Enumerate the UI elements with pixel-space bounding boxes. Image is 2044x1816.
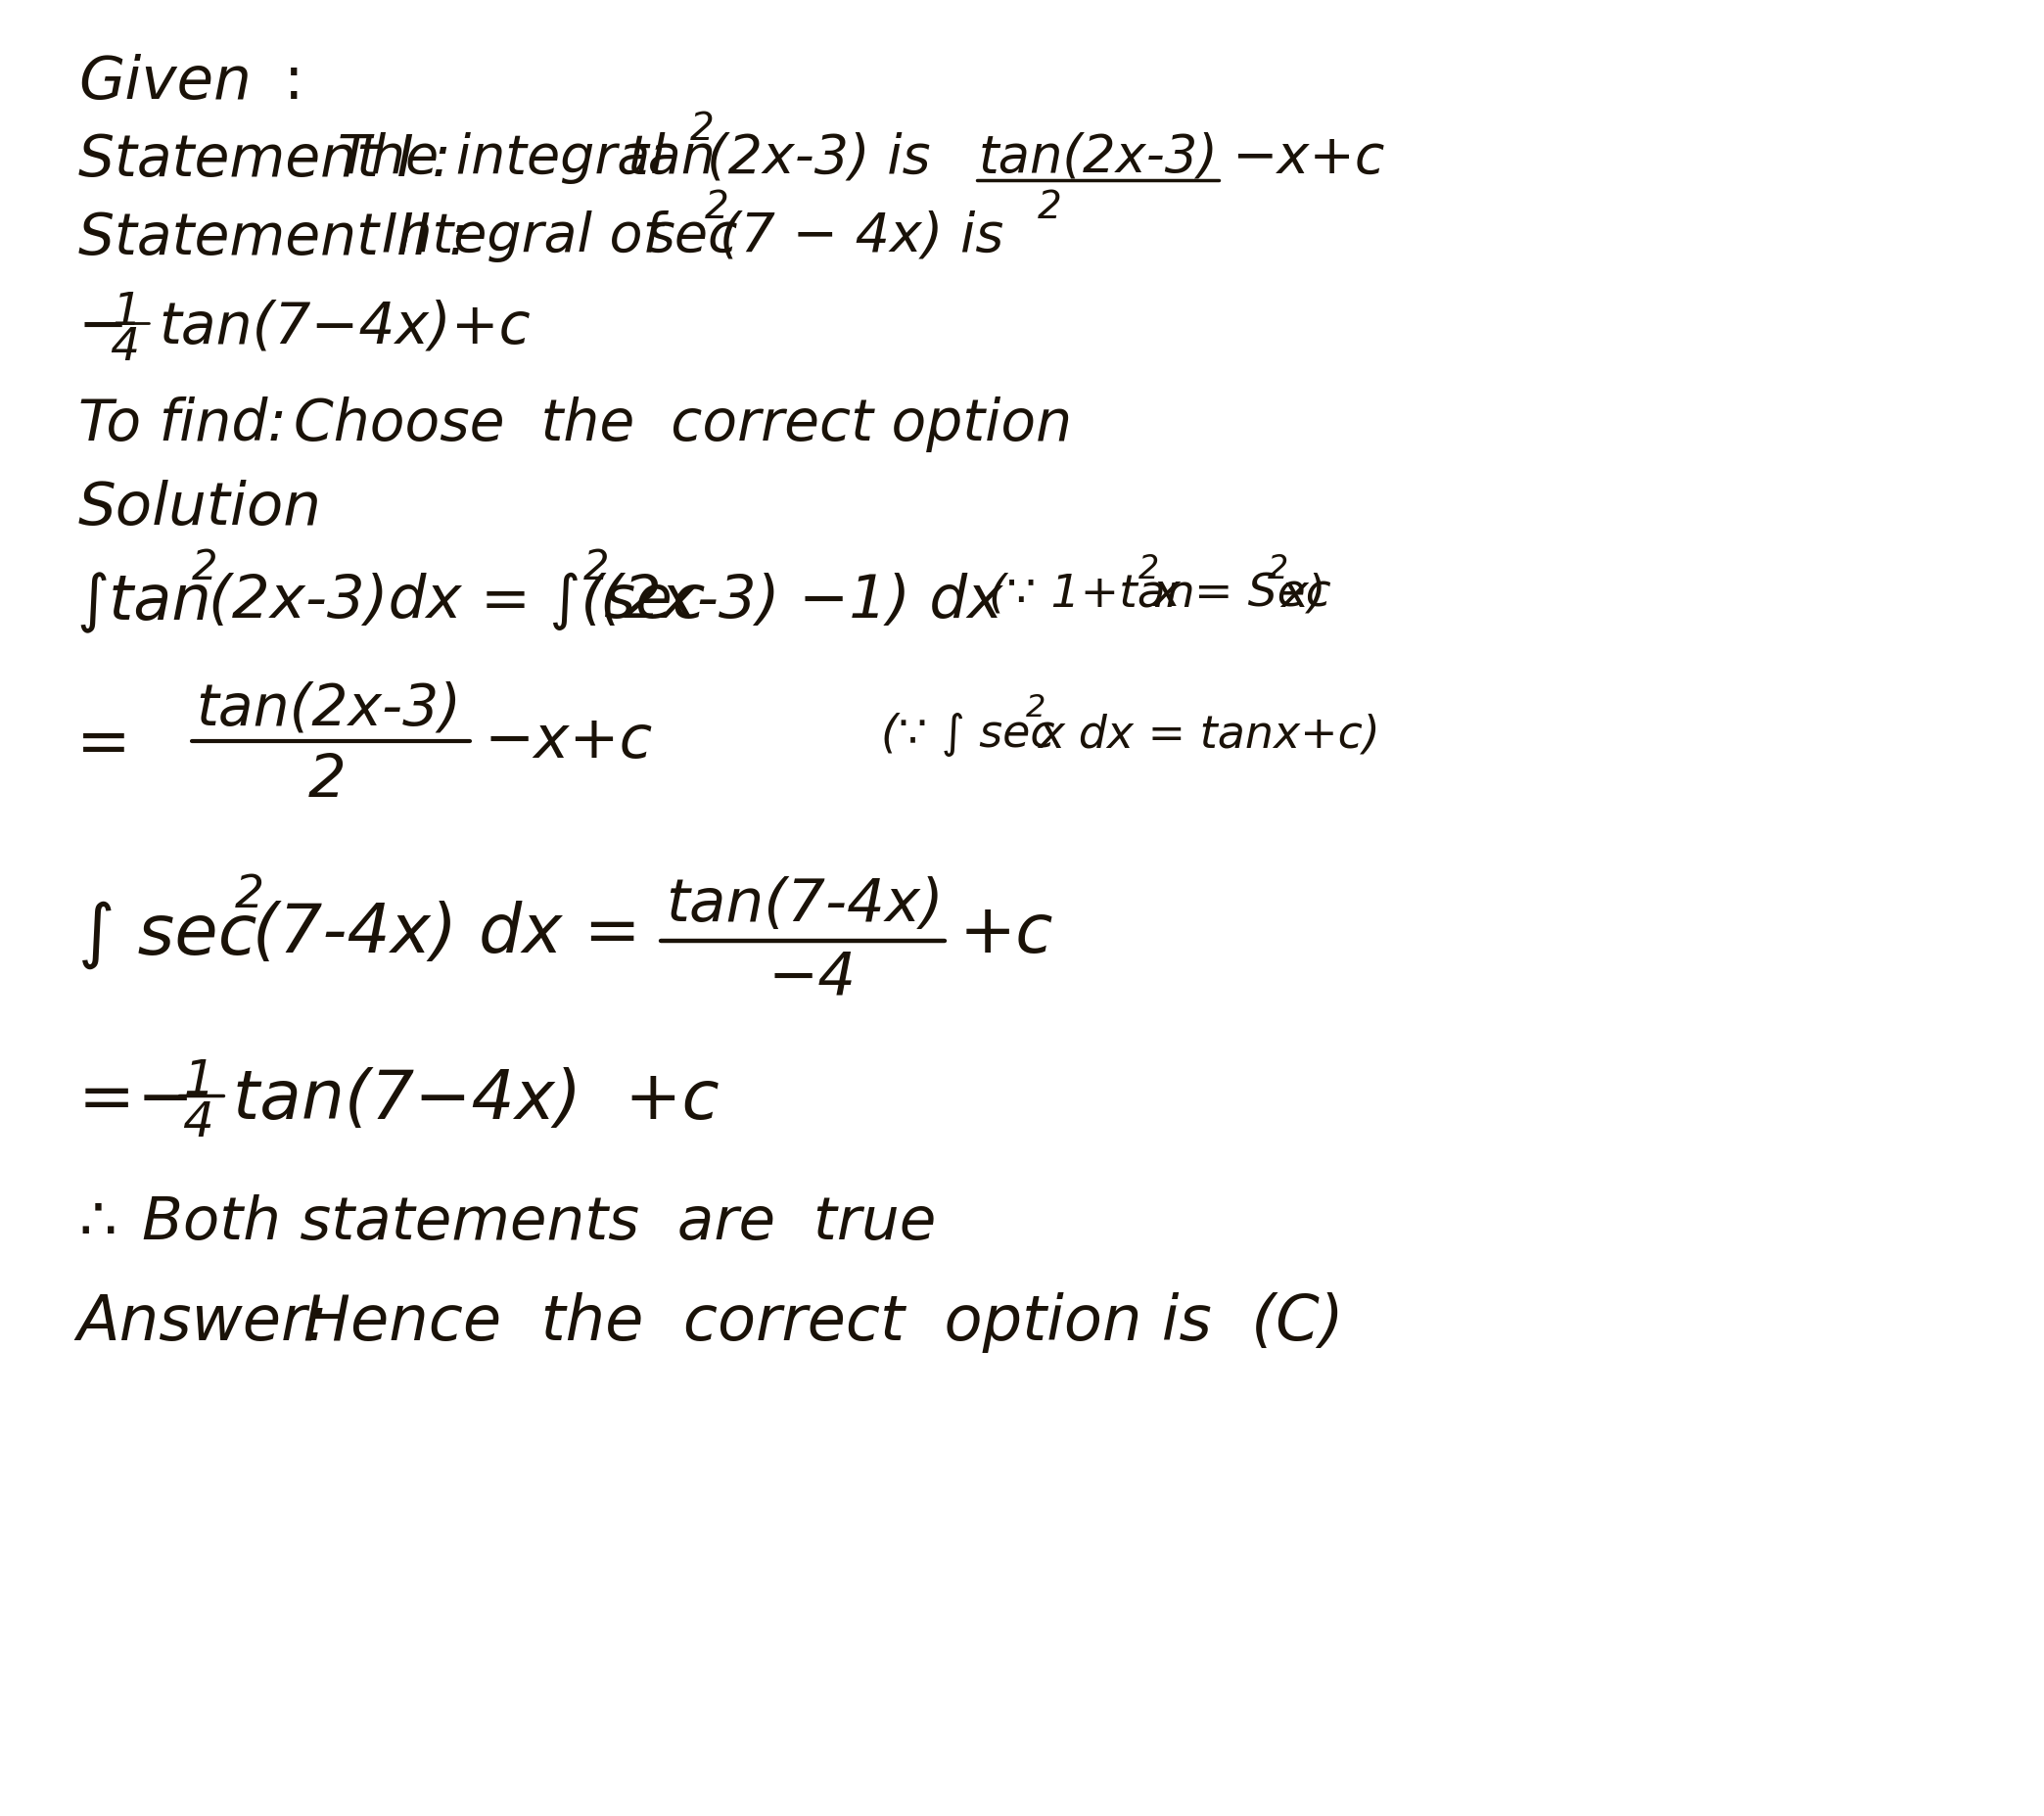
Text: 2: 2 <box>583 547 609 588</box>
Text: tan(7-4x): tan(7-4x) <box>666 875 944 933</box>
Text: 2: 2 <box>1026 692 1047 723</box>
Text: Hence  the  correct  option is  (C): Hence the correct option is (C) <box>303 1291 1343 1353</box>
Text: x dx = tanx+c): x dx = tanx+c) <box>1038 712 1380 755</box>
Text: Answer:: Answer: <box>76 1291 327 1353</box>
Text: 4: 4 <box>182 1099 213 1146</box>
Text: 2: 2 <box>1139 552 1159 585</box>
Text: 2: 2 <box>235 873 264 917</box>
Text: (7 − 4x) is: (7 − 4x) is <box>719 211 1004 262</box>
Text: tan(7−4x)+c: tan(7−4x)+c <box>159 298 529 354</box>
Text: −: − <box>78 298 129 356</box>
Text: tan: tan <box>628 133 715 183</box>
Text: Integral of: Integral of <box>382 211 662 262</box>
Text: (2x-3) is: (2x-3) is <box>707 133 930 183</box>
Text: ∫ sec: ∫ sec <box>78 901 258 968</box>
Text: (2x-3) −1) dx: (2x-3) −1) dx <box>601 572 1004 630</box>
Text: 4: 4 <box>110 325 139 370</box>
Text: Choose  the  correct option: Choose the correct option <box>294 396 1071 452</box>
Text: tan(7−4x)  +c: tan(7−4x) +c <box>233 1066 719 1131</box>
Text: ∫tan: ∫tan <box>76 572 211 634</box>
Text: 2: 2 <box>705 189 730 225</box>
Text: (7-4x) dx =: (7-4x) dx = <box>253 901 642 966</box>
Text: tan(2x-3): tan(2x-3) <box>979 133 1218 183</box>
Text: (∵ ∫ sec: (∵ ∫ sec <box>881 712 1055 755</box>
Text: (2x-3)dx = ∫(sec: (2x-3)dx = ∫(sec <box>208 572 705 630</box>
Text: Solution: Solution <box>78 479 323 538</box>
Text: 1: 1 <box>112 291 143 334</box>
Text: Statement I :: Statement I : <box>78 133 452 187</box>
Text: x): x) <box>1280 572 1327 616</box>
Text: To find:: To find: <box>78 396 286 452</box>
Text: 2: 2 <box>192 547 219 588</box>
Text: 2: 2 <box>691 111 713 147</box>
Text: 2: 2 <box>1267 552 1288 585</box>
Text: Both statements  are  true: Both statements are true <box>141 1193 936 1251</box>
Text: −4: −4 <box>769 950 856 1006</box>
Text: ∴: ∴ <box>78 1193 117 1251</box>
Text: (∵ 1+tan: (∵ 1+tan <box>989 572 1196 616</box>
Text: 1: 1 <box>184 1057 215 1104</box>
Text: The integral: The integral <box>337 133 664 183</box>
Text: sec: sec <box>646 211 738 262</box>
Text: =: = <box>78 1066 135 1131</box>
Text: 2: 2 <box>309 752 345 810</box>
Text: :: : <box>284 54 305 111</box>
Text: −x+c: −x+c <box>484 712 654 770</box>
Text: Statement II :: Statement II : <box>78 211 468 267</box>
Text: −x+c: −x+c <box>1230 133 1384 183</box>
Text: Given: Given <box>78 54 251 111</box>
Text: tan(2x-3): tan(2x-3) <box>196 679 462 735</box>
Text: +c: +c <box>959 901 1055 966</box>
Text: =: = <box>76 712 131 777</box>
Text: 2: 2 <box>1038 189 1063 225</box>
Text: x = Sec: x = Sec <box>1153 572 1331 616</box>
Text: −: − <box>137 1066 194 1131</box>
